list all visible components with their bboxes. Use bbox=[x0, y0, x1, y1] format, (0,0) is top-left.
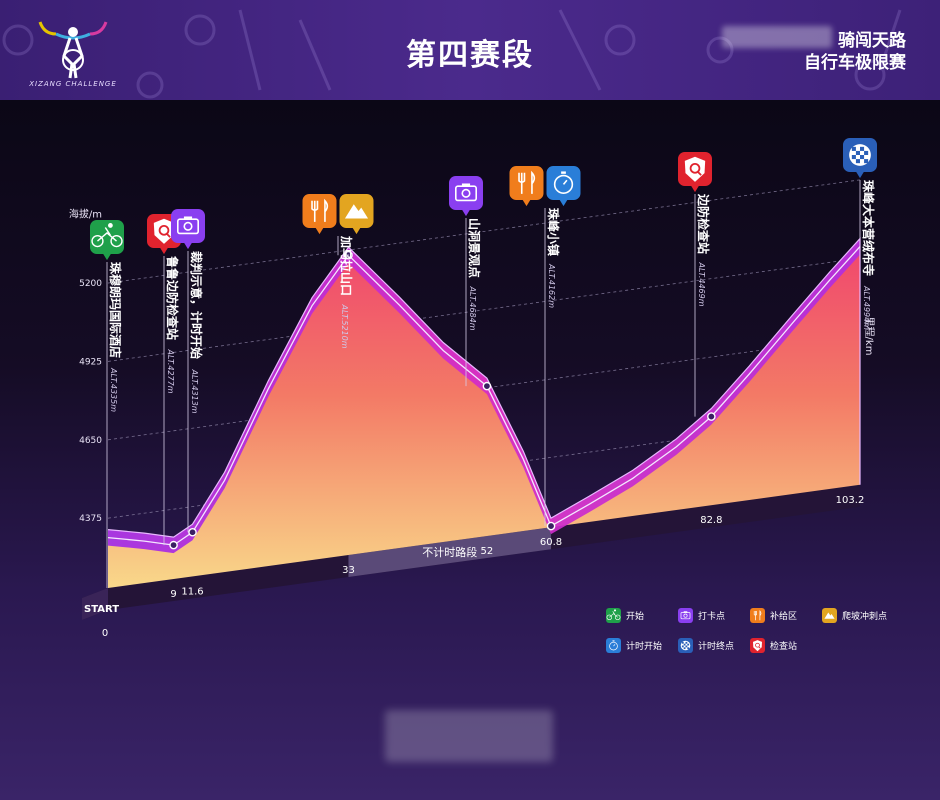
elevation-ridge-line bbox=[107, 237, 861, 538]
distance-label: 9 bbox=[170, 589, 176, 600]
blurred-sponsor bbox=[385, 710, 553, 762]
waypoint-altitude: ALT.4313m bbox=[190, 369, 199, 414]
gridline bbox=[107, 257, 861, 362]
y-tick-label: 5200 bbox=[79, 279, 102, 289]
start-label: START bbox=[84, 604, 119, 615]
legend-label: 补给区 bbox=[770, 612, 798, 622]
waypoint-name: 裁判示意，计时开始 bbox=[189, 251, 204, 359]
waypoint-marker bbox=[169, 540, 178, 550]
bike-icon bbox=[606, 608, 621, 623]
legend-label: 打卡点 bbox=[698, 612, 726, 622]
page-title: 第四赛段 bbox=[406, 38, 534, 73]
waypoint-icon-group bbox=[171, 209, 205, 250]
x-axis-label: 里程/km bbox=[863, 317, 875, 356]
checkered-flag-icon bbox=[843, 138, 877, 179]
camera-icon bbox=[678, 608, 693, 623]
brand-line-1: 骑闯天路 bbox=[838, 31, 906, 51]
legend-item-checkpoint: 检查站 bbox=[750, 638, 797, 653]
logo-text: XIZANG CHALLENGE bbox=[29, 80, 117, 88]
legend-item-finish: 计时终点 bbox=[678, 638, 734, 653]
brand-line-2: 自行车极限赛 bbox=[804, 53, 906, 73]
waypoint-icon-group bbox=[509, 166, 581, 207]
bike-icon bbox=[90, 220, 124, 261]
legend-item-climb: 爬坡冲刺点 bbox=[822, 608, 887, 623]
gridline bbox=[107, 179, 861, 284]
waypoint-altitude: ALT.4162m bbox=[547, 263, 556, 308]
fork-knife-icon bbox=[750, 608, 765, 623]
y-tick-label: 4650 bbox=[79, 436, 102, 446]
legend-label: 计时终点 bbox=[698, 642, 735, 652]
legend-label: 计时开始 bbox=[626, 642, 663, 652]
checkered-flag-icon bbox=[678, 638, 693, 653]
mountain-icon bbox=[822, 608, 837, 623]
legend-label: 检查站 bbox=[770, 642, 798, 652]
legend-label: 爬坡冲刺点 bbox=[842, 612, 888, 622]
profile-base-side bbox=[82, 588, 108, 620]
waypoint-marker bbox=[546, 521, 556, 531]
waypoint-altitude: ALT.4684m bbox=[468, 286, 477, 331]
camera-icon bbox=[171, 209, 205, 250]
distance-label: 82.8 bbox=[700, 515, 722, 526]
waypoint-name: 加乌拉山口 bbox=[339, 235, 354, 296]
legend-item-supply: 补给区 bbox=[750, 608, 797, 623]
camera-icon bbox=[449, 176, 483, 217]
waypoint-icon-group bbox=[678, 152, 712, 193]
legend-label: 开始 bbox=[626, 612, 645, 622]
waypoint-altitude: ALT.4994m bbox=[862, 285, 871, 330]
fork-knife-icon bbox=[509, 166, 544, 207]
elevation-area bbox=[108, 238, 860, 588]
logo bbox=[38, 21, 108, 79]
waypoint-icon-group bbox=[90, 220, 124, 261]
waypoint-marker bbox=[482, 381, 492, 391]
km-zero-label: 0 bbox=[102, 628, 108, 639]
waypoint-name: 边防检查站 bbox=[696, 193, 711, 254]
y-tick-label: 4925 bbox=[79, 357, 102, 367]
header-decoration bbox=[2, 9, 902, 99]
waypoint-altitude: ALT.4335m bbox=[109, 367, 118, 412]
distance-label: 33 bbox=[342, 565, 355, 576]
waypoint-marker bbox=[707, 412, 716, 421]
shield-icon bbox=[678, 152, 712, 193]
legend-item-photo: 打卡点 bbox=[678, 608, 725, 623]
distance-label: 11.6 bbox=[181, 586, 203, 597]
waypoint-altitude: ALT.4469m bbox=[697, 262, 706, 307]
mountain-icon bbox=[339, 194, 374, 235]
waypoint-name: 珠峰小镇 bbox=[546, 208, 561, 256]
legend-item-timer: 计时开始 bbox=[606, 638, 662, 653]
y-axis-label: 海拔/m bbox=[69, 208, 102, 221]
waypoint-name: 山洞景观点 bbox=[467, 218, 482, 278]
blurred-logo bbox=[722, 26, 832, 48]
distance-label: 103.2 bbox=[836, 495, 865, 506]
y-tick-label: 4375 bbox=[79, 514, 102, 524]
distance-label: 52 bbox=[481, 546, 494, 557]
waypoint-marker bbox=[344, 250, 353, 260]
distance-label: 60.8 bbox=[540, 537, 562, 548]
waypoint-marker bbox=[188, 527, 197, 537]
waypoint-icon-group bbox=[449, 176, 483, 217]
waypoint-altitude: ALT.4277m bbox=[166, 349, 175, 394]
waypoint-name: 鲁鲁边防检查站 bbox=[165, 255, 180, 340]
shield-icon bbox=[750, 638, 765, 653]
waypoint-icon-group bbox=[843, 138, 877, 179]
waypoint-name: 珠峰大本营绒布寺 bbox=[861, 180, 876, 276]
waypoint-name: 珠穆朗玛国际酒店 bbox=[108, 262, 123, 358]
untimed-section-band bbox=[348, 527, 552, 577]
stopwatch-icon bbox=[606, 638, 621, 653]
legend-item-start: 开始 bbox=[606, 608, 644, 623]
waypoint-icon-group bbox=[302, 194, 374, 235]
fork-knife-icon bbox=[302, 194, 337, 235]
untimed-section-label: 不计时路段 bbox=[422, 545, 477, 559]
elevation-chart: 4375 4650 4925 5200 海拔/m 里程/km START 0 不计时路段 9 11… bbox=[69, 138, 877, 639]
legend: 开始 打卡点 补给区 爬坡冲刺点计时开始 计时终点 检查站 bbox=[606, 608, 906, 668]
brand-title: 骑闯天路 自行车极限赛 bbox=[804, 30, 906, 74]
waypoint-altitude: ALT.5210m bbox=[340, 304, 349, 349]
header: XIZANG CHALLENGE 第四赛段 骑闯天路 自行车极限赛 bbox=[0, 0, 940, 100]
stopwatch-icon bbox=[546, 166, 581, 207]
